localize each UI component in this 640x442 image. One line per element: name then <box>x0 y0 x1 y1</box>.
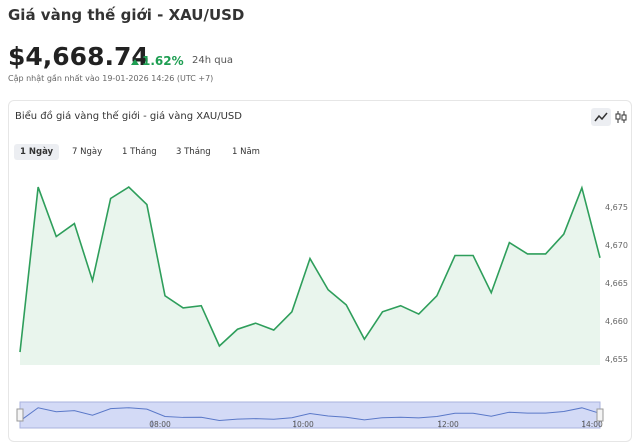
navigator-label: 12:00 <box>437 420 459 429</box>
change-period: 24h qua <box>192 55 234 66</box>
navigator-label: 10:00 <box>292 420 314 429</box>
page-title: Giá vàng thế giới - XAU/USD <box>8 6 245 24</box>
range-tab[interactable]: 1 Tháng <box>122 147 157 157</box>
change: 1.62% <box>142 54 184 68</box>
updated: Cập nhật gần nhất vào 19-01-2026 14:26 (… <box>8 74 214 83</box>
card-title: Biểu đồ giá vàng thế giới - giá vàng XAU… <box>15 111 242 122</box>
navigator-handle[interactable] <box>596 408 604 422</box>
up-icon <box>131 59 139 65</box>
line-chart-button[interactable] <box>591 108 611 126</box>
range-tab[interactable]: 1 Năm <box>232 147 260 157</box>
y-tick-label: 4,665 <box>605 279 628 288</box>
navigator-label: 14:00 <box>581 420 603 429</box>
y-tick-label: 4,670 <box>605 241 628 250</box>
price-line <box>19 185 601 353</box>
navigator <box>19 401 601 429</box>
navigator-line <box>19 407 601 422</box>
candle-chart-button[interactable] <box>613 108 629 126</box>
range-tab[interactable]: 3 Tháng <box>176 147 211 157</box>
area <box>20 187 600 365</box>
y-tick-label: 4,675 <box>605 203 628 212</box>
y-tick-label: 4,660 <box>605 317 628 326</box>
range-tab[interactable]: 7 Ngày <box>72 147 103 157</box>
navigator-handle[interactable] <box>16 408 24 422</box>
navigator-label: 08:00 <box>149 420 171 429</box>
y-tick-label: 4,655 <box>605 355 628 364</box>
range-tab[interactable]: 1 Ngày <box>14 144 60 160</box>
price: $4,668.74 <box>8 42 149 71</box>
